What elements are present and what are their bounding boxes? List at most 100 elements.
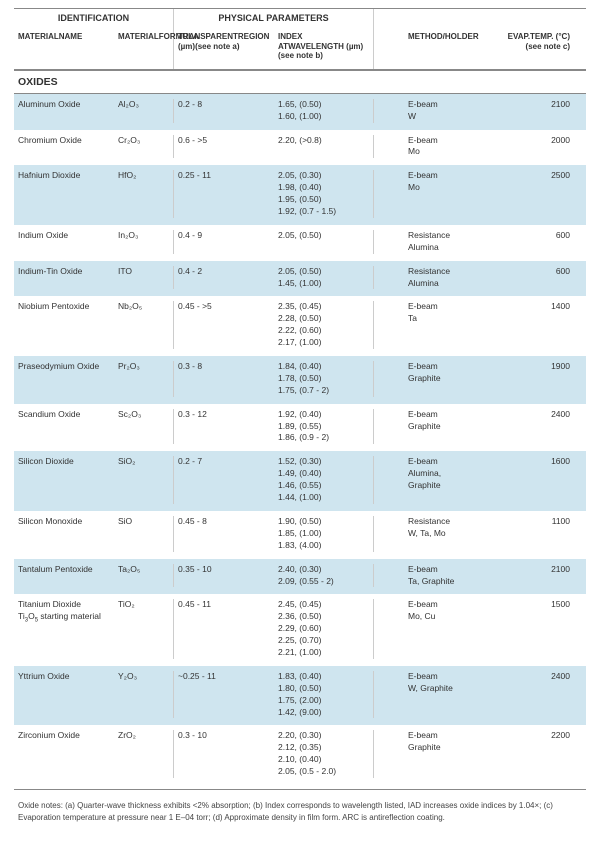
col-material-formula: MATERIALFORMULA [114, 29, 174, 69]
cell-evap-temp: 2000 [494, 135, 574, 159]
cell-material-name: Chromium Oxide [14, 135, 114, 159]
cell-index: 1.92, (0.40)1.89, (0.55)1.86, (0.9 - 2) [274, 409, 374, 445]
cell-material-name: Niobium Pentoxide [14, 301, 114, 349]
cell-formula: TiO₂ [114, 599, 174, 658]
cell-formula: SiO₂ [114, 456, 174, 504]
cell-material-name: Scandium Oxide [14, 409, 114, 445]
cell-index: 2.45, (0.45)2.36, (0.50)2.29, (0.60)2.25… [274, 599, 374, 658]
section-title-oxides: OXIDES [14, 71, 586, 94]
table-row: Niobium PentoxideNb₂O₅0.45 - >52.35, (0.… [14, 296, 586, 356]
table-row: Silicon DioxideSiO₂0.2 - 71.52, (0.30)1.… [14, 451, 586, 511]
cell-method-holder: E-beamGraphite [404, 361, 494, 397]
cell-material-name: Indium Oxide [14, 230, 114, 254]
header-identification: IDENTIFICATION [14, 9, 174, 29]
table-row: Zirconium OxideZrO₂0.3 - 102.20, (0.30)2… [14, 725, 586, 785]
table-row: Tantalum PentoxideTa₂O₅0.35 - 102.40, (0… [14, 559, 586, 595]
cell-method-holder: ResistanceW, Ta, Mo [404, 516, 494, 552]
cell-material-name: Titanium DioxideTi3O5 starting material [14, 599, 114, 658]
cell-formula: SiO [114, 516, 174, 552]
header-physical: PHYSICAL PARAMETERS [174, 9, 374, 29]
cell-material-name: Zirconium Oxide [14, 730, 114, 778]
cell-transparent-region: ~0.25 - 11 [174, 671, 274, 719]
cell-method-holder: E-beamAlumina,Graphite [404, 456, 494, 504]
cell-transparent-region: 0.2 - 7 [174, 456, 274, 504]
col-evap-temp: EVAP.TEMP. (°C)(see note c) [494, 29, 574, 69]
cell-transparent-region: 0.3 - 10 [174, 730, 274, 778]
cell-method-holder: E-beamGraphite [404, 730, 494, 778]
cell-method-holder: E-beamMo [404, 135, 494, 159]
cell-method-holder: ResistanceAlumina [404, 266, 494, 290]
cell-formula: ITO [114, 266, 174, 290]
cell-method-holder: E-beamTa [404, 301, 494, 349]
cell-evap-temp: 2100 [494, 564, 574, 588]
cell-formula: Al₂O₃ [114, 99, 174, 123]
cell-material-name: Hafnium Dioxide [14, 170, 114, 218]
cell-transparent-region: 0.6 - >5 [174, 135, 274, 159]
cell-method-holder: ResistanceAlumina [404, 230, 494, 254]
cell-index: 1.83, (0.40)1.80, (0.50)1.75, (2.00)1.42… [274, 671, 374, 719]
cell-material-name: Aluminum Oxide [14, 99, 114, 123]
cell-index: 1.52, (0.30)1.49, (0.40)1.46, (0.55)1.44… [274, 456, 374, 504]
cell-index: 2.20, (0.30)2.12, (0.35)2.10, (0.40)2.05… [274, 730, 374, 778]
header-group-row: IDENTIFICATION PHYSICAL PARAMETERS [14, 8, 586, 29]
cell-material-name: Tantalum Pentoxide [14, 564, 114, 588]
cell-method-holder: E-beamTa, Graphite [404, 564, 494, 588]
cell-index: 2.40, (0.30)2.09, (0.55 - 2) [274, 564, 374, 588]
cell-method-holder: E-beamMo [404, 170, 494, 218]
cell-evap-temp: 2100 [494, 99, 574, 123]
col-gap [374, 29, 404, 69]
cell-material-name: Yttrium Oxide [14, 671, 114, 719]
cell-material-name: Silicon Monoxide [14, 516, 114, 552]
cell-transparent-region: 0.45 - >5 [174, 301, 274, 349]
cell-transparent-region: 0.4 - 9 [174, 230, 274, 254]
cell-transparent-region: 0.35 - 10 [174, 564, 274, 588]
cell-index: 1.65, (0.50)1.60, (1.00) [274, 99, 374, 123]
cell-evap-temp: 2200 [494, 730, 574, 778]
col-material-name: MATERIALNAME [14, 29, 114, 69]
header-columns-row: MATERIALNAME MATERIALFORMULA TRANSPARENT… [14, 29, 586, 71]
col-method-holder: METHOD/HOLDER [404, 29, 494, 69]
table-row: Yttrium OxideY₂O₃~0.25 - 111.83, (0.40)1… [14, 666, 586, 726]
cell-transparent-region: 0.25 - 11 [174, 170, 274, 218]
col-transparent-region: TRANSPARENTREGION (µm)(see note a) [174, 29, 274, 69]
cell-formula: ZrO₂ [114, 730, 174, 778]
cell-index: 2.35, (0.45)2.28, (0.50)2.22, (0.60)2.17… [274, 301, 374, 349]
cell-method-holder: E-beamW [404, 99, 494, 123]
cell-formula: HfO₂ [114, 170, 174, 218]
cell-evap-temp: 1100 [494, 516, 574, 552]
cell-transparent-region: 0.4 - 2 [174, 266, 274, 290]
table-row: Scandium OxideSc₂O₃0.3 - 121.92, (0.40)1… [14, 404, 586, 452]
cell-formula: Sc₂O₃ [114, 409, 174, 445]
cell-transparent-region: 0.45 - 11 [174, 599, 274, 658]
cell-transparent-region: 0.3 - 12 [174, 409, 274, 445]
table-row: Indium OxideIn₂O₃0.4 - 92.05, (0.50)Resi… [14, 225, 586, 261]
table-row: Indium-Tin OxideITO0.4 - 22.05, (0.50)1.… [14, 261, 586, 297]
cell-evap-temp: 2400 [494, 671, 574, 719]
cell-formula: Y₂O₃ [114, 671, 174, 719]
cell-formula: In₂O₃ [114, 230, 174, 254]
cell-method-holder: E-beamMo, Cu [404, 599, 494, 658]
cell-index: 1.90, (0.50)1.85, (1.00)1.83, (4.00) [274, 516, 374, 552]
table-row: Aluminum OxideAl₂O₃0.2 - 81.65, (0.50)1.… [14, 94, 586, 130]
cell-transparent-region: 0.45 - 8 [174, 516, 274, 552]
footnote: Oxide notes: (a) Quarter-wave thickness … [14, 789, 586, 830]
cell-transparent-region: 0.3 - 8 [174, 361, 274, 397]
cell-evap-temp: 600 [494, 266, 574, 290]
cell-index: 2.05, (0.30)1.98, (0.40)1.95, (0.50)1.92… [274, 170, 374, 218]
table-row: Titanium DioxideTi3O5 starting materialT… [14, 594, 586, 665]
cell-formula: Pr₂O₃ [114, 361, 174, 397]
cell-index: 2.05, (0.50)1.45, (1.00) [274, 266, 374, 290]
cell-evap-temp: 1500 [494, 599, 574, 658]
table-row: Silicon MonoxideSiO0.45 - 81.90, (0.50)1… [14, 511, 586, 559]
cell-evap-temp: 1600 [494, 456, 574, 504]
cell-index: 1.84, (0.40)1.78, (0.50)1.75, (0.7 - 2) [274, 361, 374, 397]
table-row: Chromium OxideCr₂O₃0.6 - >52.20, (>0.8)E… [14, 130, 586, 166]
cell-material-name: Indium-Tin Oxide [14, 266, 114, 290]
cell-method-holder: E-beamGraphite [404, 409, 494, 445]
cell-formula: Cr₂O₃ [114, 135, 174, 159]
cell-method-holder: E-beamW, Graphite [404, 671, 494, 719]
cell-evap-temp: 600 [494, 230, 574, 254]
cell-formula: Nb₂O₅ [114, 301, 174, 349]
cell-material-name: Praseodymium Oxide [14, 361, 114, 397]
cell-transparent-region: 0.2 - 8 [174, 99, 274, 123]
